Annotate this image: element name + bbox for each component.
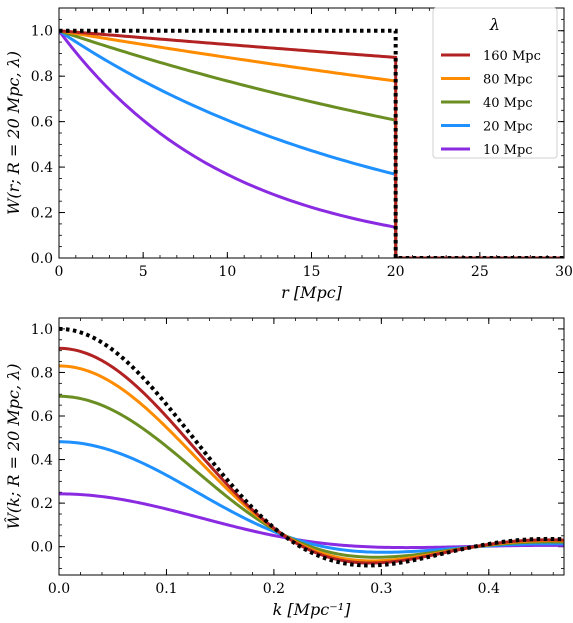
- x-axis-label: r [Mpc]: [281, 283, 343, 302]
- top-panel: 0 5 10 15 20 25 30 0.0 0.2 0.4 0.6 0.8 1.0 r [Mpc] W(r…: [4, 7, 573, 302]
- y-axis-label: W(r; R = 20 Mpc, λ): [4, 51, 23, 215]
- x-tick-label: 20: [387, 264, 405, 280]
- series-k-1: [59, 364, 564, 563]
- x-tick-label: 5: [139, 264, 148, 280]
- bottom-series-group: [59, 326, 564, 568]
- y-tick-label: 1.0: [31, 322, 53, 338]
- x-tick-label: 0.2: [263, 581, 285, 597]
- plot-frame: [58, 7, 565, 259]
- plot-frame: [58, 317, 565, 576]
- y-tick-label: 0.0: [31, 540, 53, 556]
- x-tick-label: 0.0: [48, 581, 70, 597]
- series-k-4: [59, 492, 564, 550]
- y-axis-label: Ŵ(k; R = 20 Mpc, λ): [3, 363, 23, 529]
- legend-entry: 40 Mpc: [483, 96, 533, 111]
- y-tick-label: 0.0: [31, 251, 53, 267]
- series-k-2: [59, 394, 564, 559]
- series-160-mpc: [59, 29, 564, 258]
- legend-entry: 20 Mpc: [483, 120, 533, 135]
- x-tick-label: 10: [218, 264, 236, 280]
- y-tick-label: 1.0: [31, 24, 53, 40]
- legend: λ 160 Mpc 80 Mpc 40 Mpc 20 Mpc 10 Mpc: [432, 7, 558, 159]
- series-20-mpc: [59, 29, 564, 258]
- series-10-mpc: [59, 29, 564, 258]
- series-k-0: [59, 346, 564, 565]
- legend-entry: 80 Mpc: [483, 73, 533, 88]
- series-40-mpc: [59, 29, 564, 258]
- y-tick-label: 0.4: [31, 453, 53, 469]
- y-tick-label: 0.2: [31, 496, 53, 512]
- series-top-hat-k: [59, 326, 564, 568]
- legend-title: λ: [489, 15, 500, 34]
- y-tick-label: 0.6: [31, 115, 53, 131]
- x-tick-label: 30: [555, 264, 573, 280]
- legend-entry: 160 Mpc: [483, 49, 541, 64]
- series-80-mpc: [59, 29, 564, 258]
- x-tick-label: 0: [55, 264, 64, 280]
- bottom-panel: 0.0 0.1 0.2 0.3 0.4 0.0 0.2 0.4 0.6 0.8 1.0 k [Mpc⁻…: [3, 317, 565, 619]
- x-tick-label: 15: [303, 264, 321, 280]
- x-axis-label: k [Mpc⁻¹]: [273, 600, 351, 619]
- x-tick-label: 0.4: [478, 581, 500, 597]
- y-tick-label: 0.6: [31, 409, 53, 425]
- x-tick-label: 25: [471, 264, 489, 280]
- x-tick-label: 0.1: [155, 581, 177, 597]
- top-series-group: [59, 28, 564, 258]
- series-k-3: [59, 440, 564, 554]
- y-tick-label: 0.2: [31, 206, 53, 222]
- series-top-hat: [59, 28, 564, 258]
- y-tick-label: 0.8: [31, 365, 53, 381]
- x-tick-label: 0.3: [370, 581, 392, 597]
- y-tick-label: 0.8: [31, 69, 53, 85]
- legend-box: [432, 7, 558, 159]
- y-tick-label: 0.4: [31, 160, 53, 176]
- legend-entry: 10 Mpc: [483, 143, 533, 158]
